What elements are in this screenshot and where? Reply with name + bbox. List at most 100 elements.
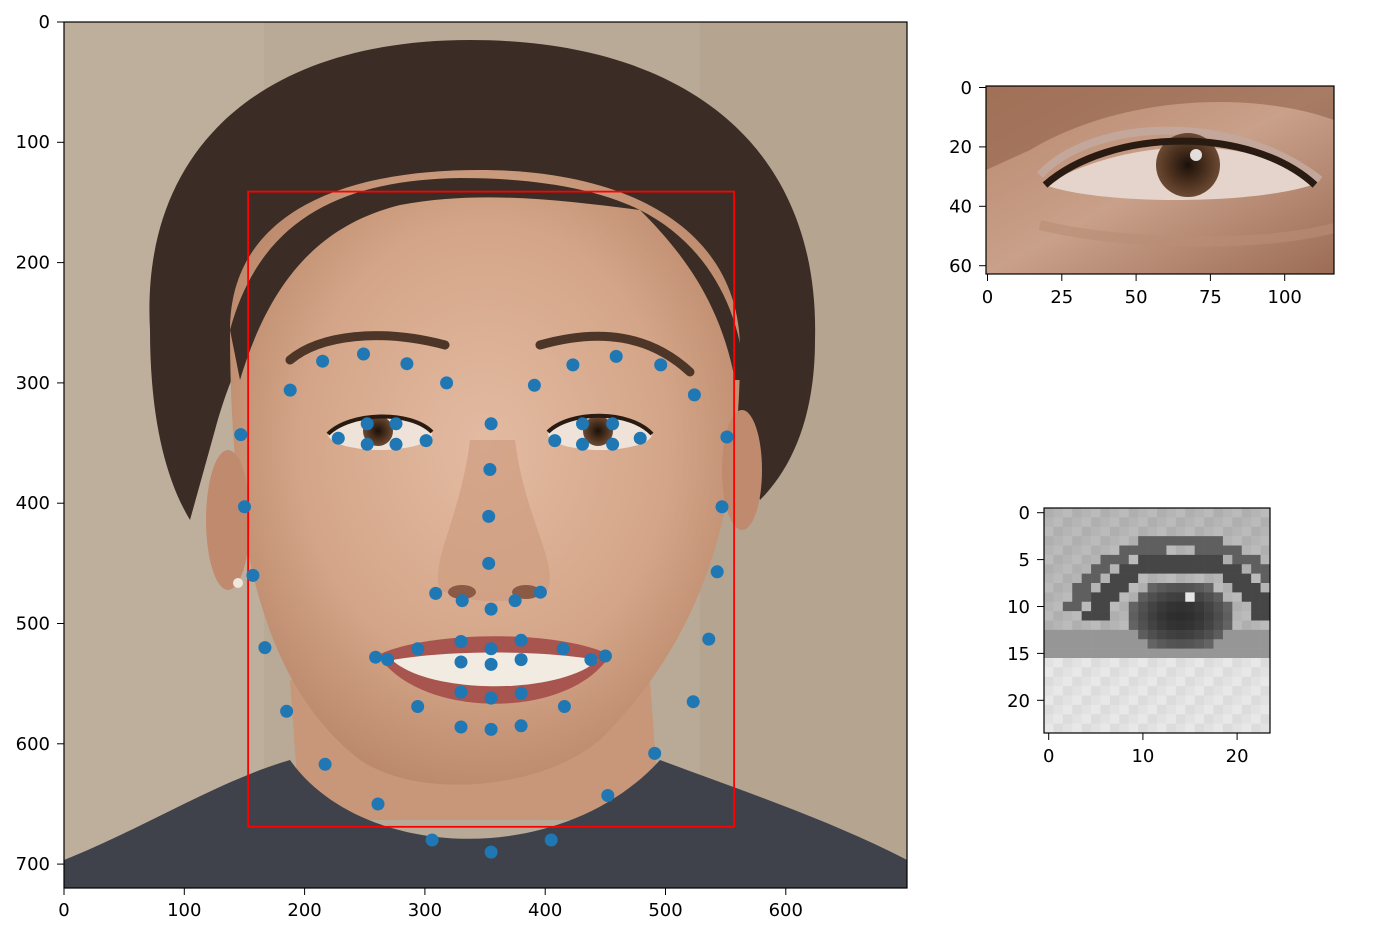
gray-pixel (1185, 545, 1195, 556)
gray-pixel (1251, 676, 1261, 687)
main-x-tick-label: 0 (58, 900, 69, 921)
landmark-point (566, 358, 580, 372)
landmark-point (598, 649, 612, 663)
gray-pixel (1185, 676, 1195, 687)
gray-pixel (1053, 639, 1064, 649)
gray-pixel (1232, 723, 1243, 733)
gray-pixel (1053, 686, 1064, 696)
landmark-point (246, 568, 260, 582)
gray-pixel (1072, 601, 1082, 612)
gray-pixel (1185, 601, 1195, 612)
gray-pixel (1232, 601, 1243, 612)
gray-pixel (1185, 564, 1195, 574)
gray-pixel (1147, 686, 1158, 696)
gray-pixel (1241, 658, 1252, 668)
gray-pixel (1044, 695, 1054, 706)
gray-pixel (1251, 704, 1261, 715)
gray-pixel (1138, 704, 1148, 715)
landmark-point (318, 757, 332, 771)
gray-pixel (1157, 714, 1167, 724)
gray-pixel (1251, 573, 1261, 584)
gray-pixel (1222, 686, 1233, 696)
gray-pixel (1232, 704, 1243, 715)
gray-pixel (1119, 620, 1130, 631)
gray-pixel (1138, 714, 1148, 724)
gray-pixel (1128, 536, 1139, 546)
gray-pixel (1053, 508, 1064, 518)
eye-crop-y-ticks: 0 20 40 60 (949, 78, 986, 277)
gray-pixel (1147, 629, 1158, 640)
gray-pixel (1072, 714, 1082, 724)
gray-pixel (1147, 583, 1158, 593)
gray-pixel (1194, 695, 1205, 706)
gray-pixel (1175, 629, 1186, 640)
landmark-point (454, 635, 468, 648)
landmark-point (371, 797, 385, 811)
gray-pixel (1100, 564, 1111, 574)
gray-pixel (1222, 667, 1233, 678)
landmark-point (576, 417, 589, 431)
landmark-point (429, 586, 443, 600)
gray-pixel (1109, 629, 1120, 640)
gray-pixel (1109, 583, 1120, 593)
gray-pixel (1128, 714, 1139, 724)
gray-pixel (1251, 620, 1261, 631)
landmark-point (576, 437, 589, 451)
gray-crop-y-tick-label: 0 (1019, 503, 1030, 524)
main-axes: 0 100 200 300 400 500 600 0 100 200 300 … (16, 12, 908, 921)
gray-pixel (1241, 601, 1252, 612)
gray-pixel (1091, 648, 1101, 659)
gray-pixel (1147, 592, 1158, 603)
gray-pixel (1260, 648, 1270, 659)
gray-pixel (1175, 695, 1186, 706)
gray-pixel (1062, 508, 1073, 518)
landmark-point (258, 641, 272, 655)
gray-pixel (1260, 536, 1270, 546)
gray-pixel (1157, 723, 1167, 733)
landmark-point (710, 565, 724, 579)
gray-pixel (1072, 573, 1082, 584)
gray-pixel (1100, 583, 1111, 593)
gray-pixel (1166, 686, 1177, 696)
gray-pixel (1128, 676, 1139, 687)
gray-pixel (1260, 583, 1270, 593)
gray-pixel (1213, 714, 1224, 724)
gray-pixel (1128, 629, 1139, 640)
main-x-tick-label: 400 (528, 900, 562, 921)
gray-pixel (1100, 686, 1111, 696)
gray-pixel (1204, 695, 1214, 706)
gray-pixel (1213, 667, 1224, 678)
gray-pixel (1185, 695, 1195, 706)
gray-pixel (1091, 686, 1101, 696)
gray-pixel (1062, 536, 1073, 546)
gray-pixel (1166, 573, 1177, 584)
gray-pixel (1213, 564, 1224, 574)
gray-pixel (1053, 545, 1064, 556)
gray-pixel (1185, 667, 1195, 678)
gray-pixel (1062, 723, 1073, 733)
gray-pixel (1062, 704, 1073, 715)
gray-pixel (1166, 517, 1177, 528)
landmark-point (482, 509, 496, 523)
gray-pixel (1081, 545, 1092, 556)
gray-pixel (1147, 704, 1158, 715)
gray-pixel (1128, 545, 1139, 556)
gray-pixel (1053, 629, 1064, 640)
gray-pixel (1157, 639, 1167, 649)
main-y-ticks: 0 100 200 300 400 500 600 700 (16, 12, 64, 875)
gray-pixel (1091, 667, 1101, 678)
gray-pixel (1166, 564, 1177, 574)
gray-pixel (1100, 592, 1111, 603)
gray-pixel (1081, 601, 1092, 612)
gray-pixel (1044, 601, 1054, 612)
gray-pixel (1232, 620, 1243, 631)
landmark-point (484, 722, 498, 736)
landmark-point (454, 720, 468, 734)
landmark-point (400, 357, 414, 371)
gray-pixel (1157, 564, 1167, 574)
gray-pixel (1194, 573, 1205, 584)
gray-pixel (1194, 564, 1205, 574)
gray-pixel (1053, 564, 1064, 574)
gray-pixel (1109, 723, 1120, 733)
gray-pixel (1100, 629, 1111, 640)
